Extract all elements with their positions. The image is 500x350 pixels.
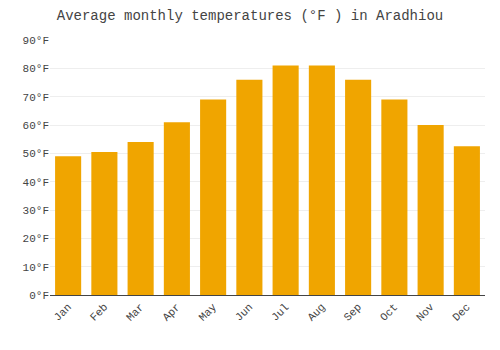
svg-text:80°F: 80°F <box>23 63 49 75</box>
svg-text:Aug: Aug <box>305 301 327 323</box>
svg-text:Jan: Jan <box>52 301 74 323</box>
svg-text:Nov: Nov <box>414 301 437 324</box>
svg-text:90°F: 90°F <box>23 35 49 47</box>
svg-text:70°F: 70°F <box>23 92 49 104</box>
svg-text:30°F: 30°F <box>23 205 49 217</box>
svg-text:10°F: 10°F <box>23 262 49 274</box>
svg-text:Sep: Sep <box>342 301 364 323</box>
svg-text:50°F: 50°F <box>23 148 49 160</box>
svg-text:60°F: 60°F <box>23 120 49 132</box>
svg-text:Oct: Oct <box>378 301 400 323</box>
svg-text:Jul: Jul <box>269 301 291 323</box>
svg-text:Mar: Mar <box>124 301 146 323</box>
svg-text:Dec: Dec <box>450 301 472 323</box>
svg-text:May: May <box>197 301 220 324</box>
svg-text:Feb: Feb <box>88 301 110 323</box>
svg-text:20°F: 20°F <box>23 233 49 245</box>
svg-text:Average monthly temperatures (: Average monthly temperatures (°F ) in Ar… <box>57 8 443 24</box>
svg-text:Apr: Apr <box>160 301 182 323</box>
svg-text:Jun: Jun <box>233 301 255 323</box>
svg-text:40°F: 40°F <box>23 177 49 189</box>
svg-text:0°F: 0°F <box>29 290 49 302</box>
